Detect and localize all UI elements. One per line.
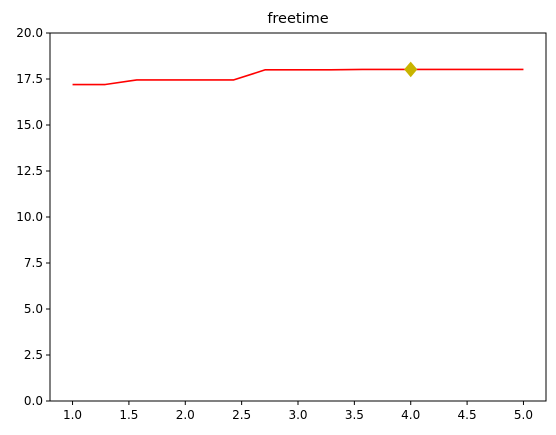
plot-frame	[49, 32, 547, 402]
x-tick-label: 2.5	[232, 408, 251, 422]
x-tick-label: 1.5	[119, 408, 138, 422]
y-tick-label: 7.5	[24, 256, 43, 270]
x-tick-label: 3.0	[288, 408, 307, 422]
series-layer	[72, 68, 524, 86]
y-tick-label: 12.5	[16, 164, 43, 178]
y-tick-label: 10.0	[16, 210, 43, 224]
diamond-marker-0	[404, 61, 418, 78]
series-line-0	[72, 68, 524, 86]
y-tick-label: 20.0	[16, 26, 43, 40]
x-tick-label: 1.0	[63, 408, 82, 422]
x-tick-label: 2.0	[176, 408, 195, 422]
x-tick-label: 4.5	[458, 408, 477, 422]
axis-ticks: 1.0 1.5 2.0 2.5 3.0 3.5 4.0 4.5 5.0 0.0 2.5 5.0 7.5 1…	[16, 26, 533, 422]
marker-layer	[404, 61, 418, 78]
chart-title: freetime	[267, 11, 328, 27]
x-tick-label: 4.0	[401, 408, 420, 422]
x-tick-label: 3.5	[345, 408, 364, 422]
y-tick-label: 0.0	[24, 394, 43, 408]
x-tick-label: 5.0	[514, 408, 533, 422]
y-tick-label: 2.5	[24, 348, 43, 362]
y-tick-label: 17.5	[16, 72, 43, 86]
y-tick-label: 15.0	[16, 118, 43, 132]
y-tick-label: 5.0	[24, 302, 43, 316]
